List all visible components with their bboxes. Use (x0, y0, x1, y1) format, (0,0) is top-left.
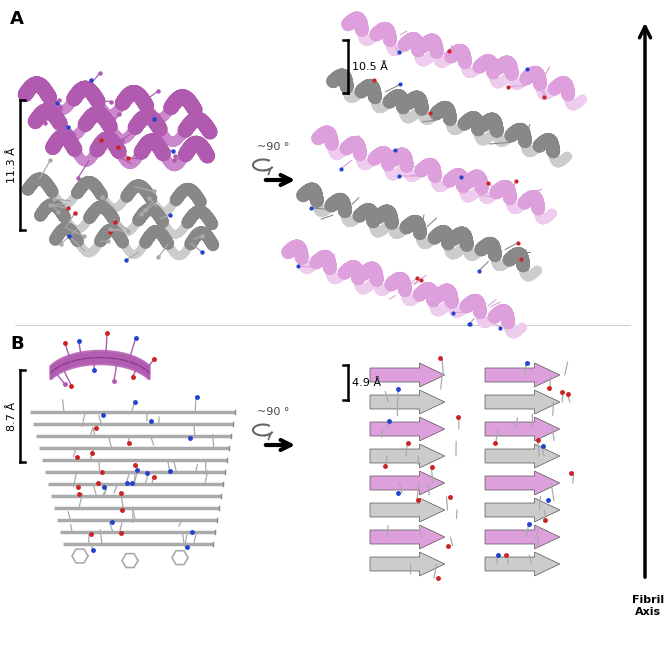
Text: 10.5 Å: 10.5 Å (352, 61, 388, 71)
Text: B: B (10, 335, 23, 353)
FancyArrow shape (485, 363, 560, 387)
FancyArrow shape (485, 390, 560, 414)
Text: 8.7 Å: 8.7 Å (7, 401, 17, 430)
FancyArrow shape (370, 417, 445, 441)
FancyArrow shape (370, 471, 445, 495)
FancyArrow shape (370, 525, 445, 549)
Text: A: A (10, 10, 24, 28)
Text: 11.3 Å: 11.3 Å (7, 147, 17, 183)
Text: Fibril
Axis: Fibril Axis (632, 595, 664, 616)
FancyArrow shape (485, 525, 560, 549)
FancyArrow shape (485, 471, 560, 495)
FancyArrow shape (370, 363, 445, 387)
FancyArrow shape (370, 552, 445, 576)
FancyArrow shape (370, 444, 445, 468)
FancyArrow shape (485, 417, 560, 441)
FancyArrow shape (485, 498, 560, 522)
FancyArrow shape (485, 552, 560, 576)
Text: ~90 °: ~90 ° (257, 142, 289, 152)
FancyArrow shape (485, 444, 560, 468)
Text: ~90 °: ~90 ° (257, 407, 289, 417)
FancyArrow shape (370, 498, 445, 522)
Text: 4.9 Å: 4.9 Å (352, 378, 381, 387)
FancyArrow shape (370, 390, 445, 414)
